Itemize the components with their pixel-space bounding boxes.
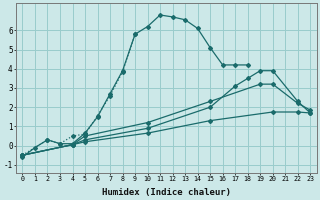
X-axis label: Humidex (Indice chaleur): Humidex (Indice chaleur)	[102, 188, 231, 197]
